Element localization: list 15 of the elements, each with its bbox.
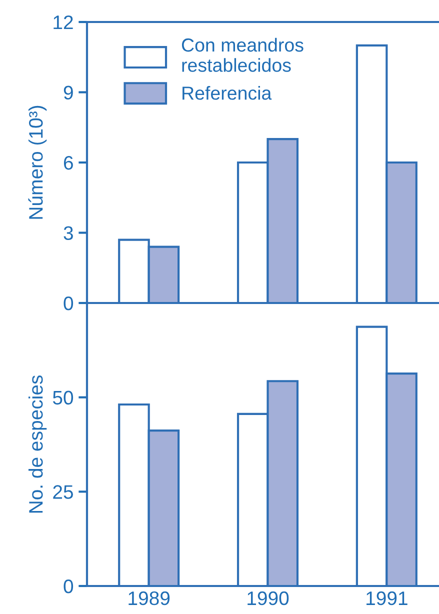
y-tick-label: 0 bbox=[64, 579, 74, 594]
y-tick-label: 50 bbox=[52, 390, 74, 405]
x-tick-label: 1990 bbox=[248, 591, 289, 606]
y-tick-label: 25 bbox=[53, 485, 73, 499]
y-tick-label: 3 bbox=[64, 226, 73, 240]
y-axis-title: No. de especies bbox=[28, 375, 47, 513]
y-axis-title: Número (10³) bbox=[28, 106, 47, 219]
legend-label: Con meandros restablecidos bbox=[182, 38, 304, 72]
legend-label: Referencia bbox=[182, 86, 272, 100]
y-tick-label: 0 bbox=[64, 296, 74, 310]
x-tick-label: 1991 bbox=[366, 591, 408, 606]
y-tick-label: 12 bbox=[54, 15, 73, 30]
y-tick-label: 6 bbox=[64, 156, 73, 170]
x-tick-label: 1989 bbox=[128, 591, 170, 606]
y-tick-label: 9 bbox=[64, 86, 73, 100]
